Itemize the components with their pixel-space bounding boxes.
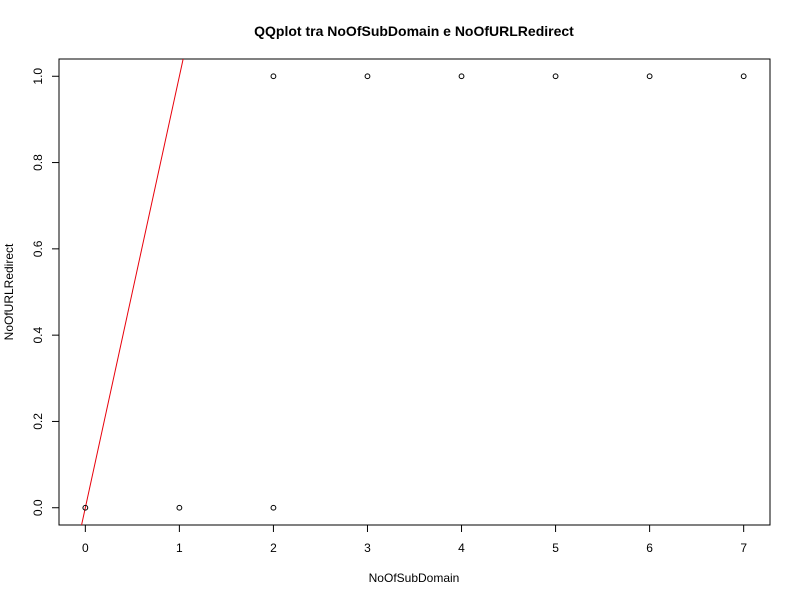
data-point [552,73,559,80]
data-point [270,504,277,511]
x-tick-label: 3 [364,541,371,555]
y-tick-label: 0.6 [31,240,45,257]
plot-frame [58,58,771,526]
data-point [646,73,653,80]
data-point [740,73,747,80]
y-axis: 0.0 0.2 0.4 0.6 0.8 1.0 [31,68,60,516]
x-axis: 0 1 2 3 4 5 6 7 [82,524,747,555]
chart-title: QQplot tra NoOfSubDomain e NoOfURLRedire… [254,23,574,39]
reference-line [81,59,184,525]
data-point [82,504,89,511]
y-tick-label: 0.4 [31,326,45,343]
y-tick-label: 1.0 [31,68,45,85]
x-tick-label: 2 [270,541,277,555]
data-points [82,73,747,511]
x-tick-label: 7 [740,541,747,555]
y-axis-label: NoOfURLRedirect [2,243,16,340]
x-tick-label: 5 [552,541,559,555]
data-point [176,504,183,511]
x-tick-label: 0 [82,541,89,555]
data-point [364,73,371,80]
data-point [458,73,465,80]
y-tick-label: 0.2 [31,413,45,430]
x-axis-label: NoOfSubDomain [369,571,460,585]
y-tick-label: 0.0 [31,499,45,516]
x-tick-label: 6 [646,541,653,555]
x-tick-label: 4 [458,541,465,555]
y-tick-label: 0.8 [31,154,45,171]
reference-line-group [81,59,184,525]
data-point [270,73,277,80]
x-tick-label: 1 [176,541,183,555]
